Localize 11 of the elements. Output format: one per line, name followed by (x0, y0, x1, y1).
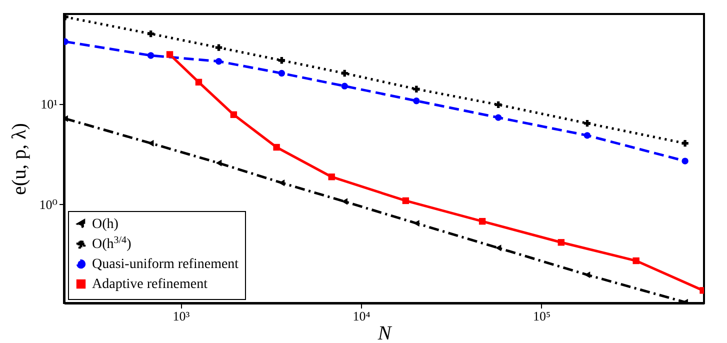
x-tick-label: 10³ (172, 308, 190, 324)
legend-label: Adaptive refinement (92, 277, 208, 292)
y-tick-label: 10¹ (40, 96, 58, 112)
legend-label: Quasi-uniform refinement (92, 257, 239, 272)
x-tick-label: 10⁴ (352, 308, 371, 324)
legend-label: O(h$^{3/4}$) (92, 234, 132, 252)
legend-label: O(h) (92, 217, 119, 232)
y-axis-title: e(u, p, λ) (8, 123, 30, 195)
x-tick-label: 10⁵ (532, 308, 551, 324)
y-tick-label: 10⁰ (39, 196, 58, 212)
x-axis-title: N (376, 322, 393, 343)
